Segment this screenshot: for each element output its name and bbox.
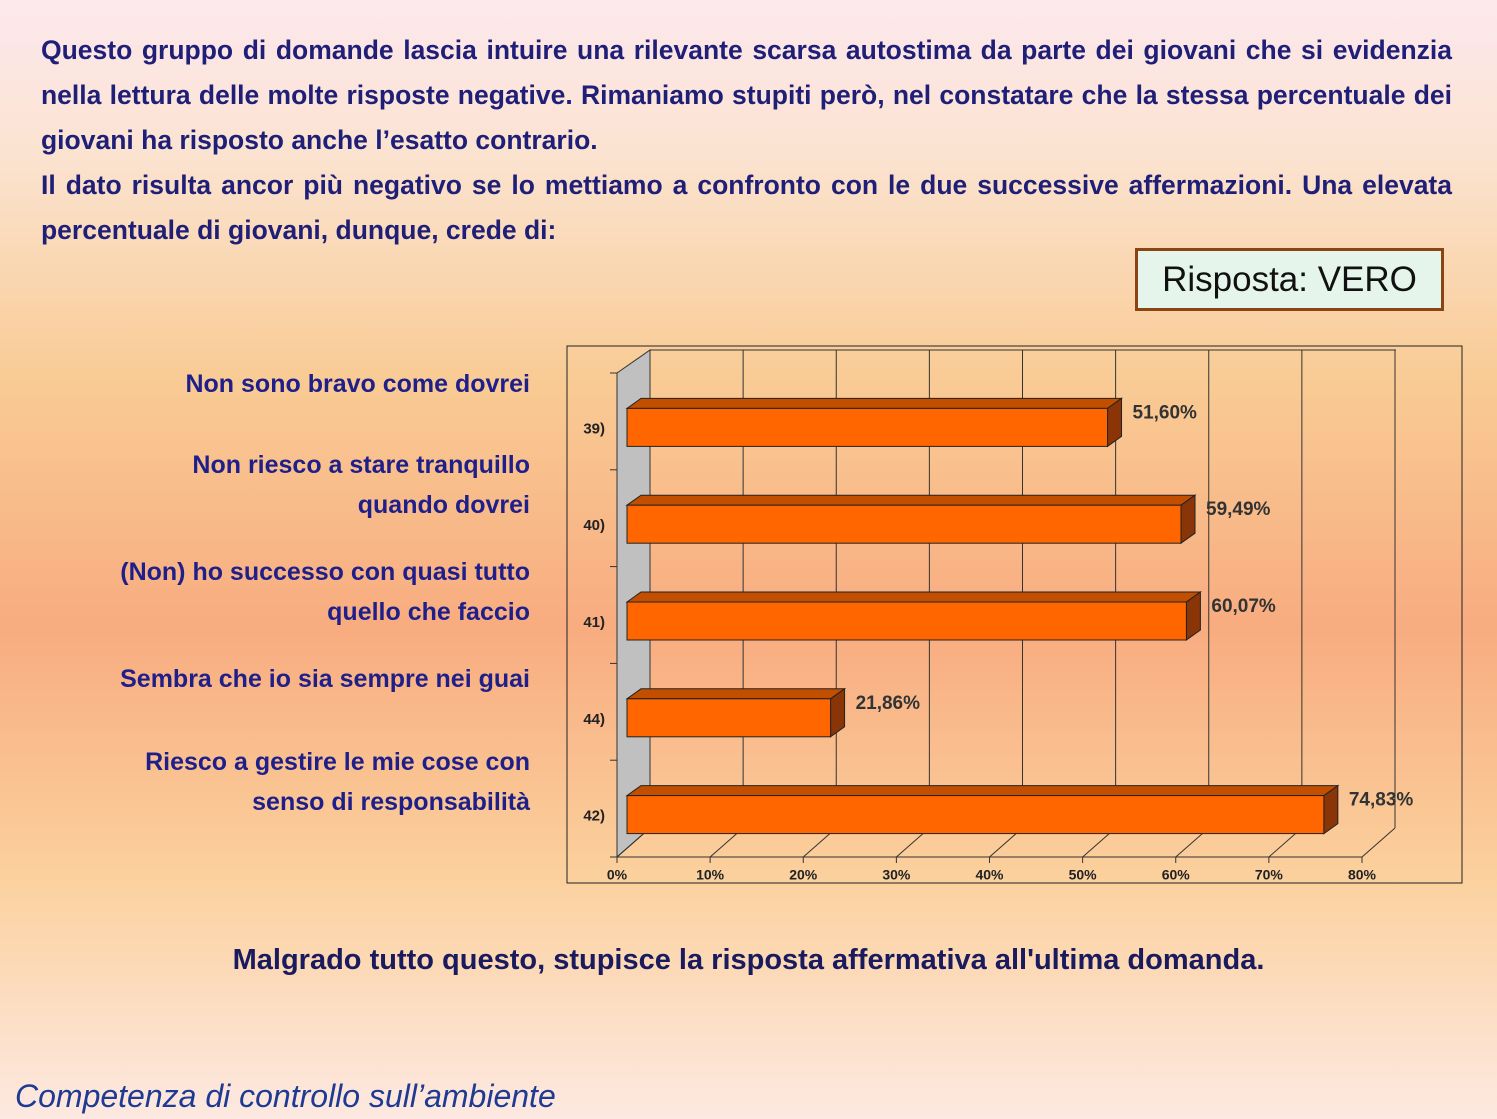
bar-top: [625, 494, 1197, 506]
bar: [626, 504, 1182, 544]
statement: Non riesco a stare tranquillo quando dovr…: [30, 445, 530, 525]
paragraph: Il dato risulta ancor più negativo se lo…: [41, 170, 1452, 245]
value-label: 51,60%: [1133, 402, 1198, 423]
x-tick-label: 30%: [882, 867, 911, 883]
bar-top: [625, 591, 1202, 603]
x-tick-label: 80%: [1348, 867, 1377, 883]
x-tick-label: 0%: [607, 867, 628, 883]
y-tick-label: 39): [583, 420, 605, 437]
paragraph: Questo gruppo di domande lascia intuire …: [41, 35, 1452, 155]
x-tick-label: 20%: [789, 867, 818, 883]
y-tick-label: 41): [583, 614, 605, 631]
x-tick-label: 60%: [1162, 867, 1191, 883]
statement-line: Sembra che io sia sempre nei guai: [120, 665, 530, 693]
x-tick-label: 10%: [696, 867, 725, 883]
intro: Questo gruppo di domande lascia intuire …: [41, 28, 1452, 253]
statement-line: Non riesco a stare tranquillo: [192, 451, 530, 479]
conclusion: Malgrado tutto questo, stupisce la rispo…: [232, 944, 1265, 976]
value-label: 59,49%: [1206, 499, 1271, 520]
y-tick-label: 40): [583, 517, 605, 534]
bar: [626, 601, 1187, 641]
chart-frame: [566, 345, 1463, 884]
statement: (Non) ho successo con quasi tutto quello …: [30, 552, 530, 632]
value-label: 60,07%: [1211, 596, 1276, 617]
statement-line: senso di responsabilità: [252, 788, 530, 816]
statement-line: (Non) ho successo con quasi tutto: [120, 558, 530, 586]
bar-top: [625, 785, 1340, 797]
bar: [626, 407, 1109, 447]
grid-floor: [1361, 827, 1396, 858]
y-tick-label: 44): [583, 711, 605, 728]
bar-top: [625, 397, 1124, 409]
statement-line: Riesco a gestire le mie cose con: [145, 748, 530, 776]
statement: Non sono bravo come dovrei: [30, 364, 530, 404]
bar-top: [625, 688, 847, 700]
y-tick-label: 42): [583, 808, 605, 825]
statement: Riesco a gestire le mie cose con senso di…: [30, 742, 530, 822]
statement-line: Non sono bravo come dovrei: [185, 370, 530, 398]
x-tick-label: 50%: [1069, 867, 1098, 883]
value-label: 21,86%: [856, 693, 921, 714]
statement-line: quando dovrei: [357, 491, 530, 519]
value-label: 74,83%: [1349, 790, 1414, 811]
footer: Competenza di controllo sull’ambiente: [15, 1078, 556, 1114]
answer-box: Risposta: VERO: [1135, 248, 1444, 311]
bar: [626, 698, 832, 738]
statement: Sembra che io sia sempre nei guai: [30, 659, 530, 699]
x-tick-label: 70%: [1255, 867, 1284, 883]
statement-line: quello che faccio: [327, 598, 530, 626]
x-tick-label: 40%: [975, 867, 1004, 883]
bar: [626, 795, 1325, 835]
